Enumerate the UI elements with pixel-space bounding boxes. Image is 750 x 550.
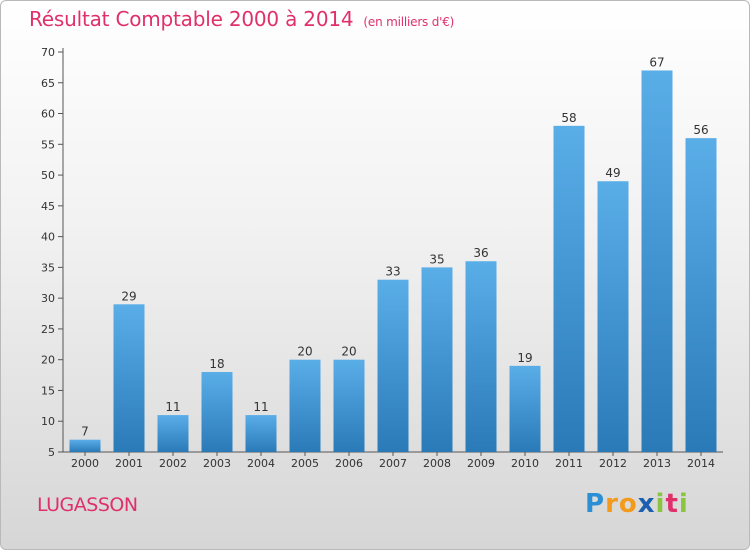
data-labels: 7 29 11 18 11 20 20 33 35 36 19 58 49 67 56 bbox=[81, 55, 708, 438]
x-tick-label: 2010 bbox=[511, 457, 539, 470]
bar bbox=[333, 359, 365, 452]
x-tick-label: 2005 bbox=[291, 457, 319, 470]
x-tick-label: 2008 bbox=[423, 457, 451, 470]
bar-value-label: 33 bbox=[385, 265, 400, 279]
y-tick-label: 30 bbox=[41, 292, 55, 305]
x-tick-label: 2004 bbox=[247, 457, 275, 470]
bar-value-label: 18 bbox=[209, 357, 224, 371]
bar-value-label: 56 bbox=[693, 123, 708, 137]
chart-subtitle: (en milliers d'€) bbox=[363, 15, 455, 29]
bar bbox=[421, 267, 453, 452]
x-tick-label: 2009 bbox=[467, 457, 495, 470]
bar-value-label: 58 bbox=[561, 111, 576, 125]
chart-title-text: Résultat Comptable 2000 à 2014 bbox=[29, 7, 354, 31]
x-tick-label: 2001 bbox=[115, 457, 143, 470]
bar-value-label: 20 bbox=[341, 345, 356, 359]
bar bbox=[113, 304, 145, 452]
bar bbox=[465, 261, 497, 452]
bar-series bbox=[69, 70, 717, 452]
y-tick-label: 25 bbox=[41, 323, 55, 336]
y-tick-label: 60 bbox=[41, 108, 55, 121]
bar bbox=[201, 372, 233, 452]
y-tick-label: 55 bbox=[41, 138, 55, 151]
y-tick-label: 35 bbox=[41, 261, 55, 274]
bar-value-label: 11 bbox=[253, 400, 268, 414]
bar-value-label: 67 bbox=[649, 55, 664, 69]
x-axis: 2000 2001 2002 2003 2004 2005 2006 2007 2008 2009… bbox=[63, 451, 723, 470]
x-tick-label: 2007 bbox=[379, 457, 407, 470]
bar bbox=[377, 279, 409, 452]
bar bbox=[245, 415, 277, 452]
bar bbox=[509, 365, 541, 452]
y-axis: 5 10 15 20 25 30 35 40 45 50 55 60 65 70 bbox=[41, 46, 64, 459]
y-tick-label: 15 bbox=[41, 384, 55, 397]
y-tick-label: 20 bbox=[41, 354, 55, 367]
bar-value-label: 7 bbox=[81, 425, 89, 439]
bar-value-label: 11 bbox=[165, 400, 180, 414]
y-tick-label: 65 bbox=[41, 77, 55, 90]
logo-letter: P bbox=[585, 489, 606, 519]
chart-title: Résultat Comptable 2000 à 2014 (en millie… bbox=[29, 7, 454, 31]
logo-letter: i bbox=[655, 489, 666, 519]
bar bbox=[685, 138, 717, 452]
bar bbox=[641, 70, 673, 452]
y-tick-label: 50 bbox=[41, 169, 55, 182]
bar-value-label: 49 bbox=[605, 166, 620, 180]
bar bbox=[597, 181, 629, 452]
x-tick-label: 2002 bbox=[159, 457, 187, 470]
x-tick-label: 2012 bbox=[599, 457, 627, 470]
x-tick-label: 2011 bbox=[555, 457, 583, 470]
x-tick-label: 2000 bbox=[71, 457, 99, 470]
y-tick-label: 45 bbox=[41, 200, 55, 213]
proxiti-logo: Proxiti bbox=[585, 489, 689, 519]
bar-value-label: 20 bbox=[297, 345, 312, 359]
bar bbox=[553, 125, 585, 452]
y-tick-label: 40 bbox=[41, 231, 55, 244]
x-tick-label: 2006 bbox=[335, 457, 363, 470]
bar bbox=[157, 415, 189, 452]
bar bbox=[69, 439, 101, 452]
x-tick-label: 2013 bbox=[643, 457, 671, 470]
bar-value-label: 36 bbox=[473, 246, 488, 260]
bar-value-label: 19 bbox=[517, 351, 532, 365]
y-tick-label: 5 bbox=[48, 446, 55, 459]
bar bbox=[289, 359, 321, 452]
logo-letter: t bbox=[665, 489, 679, 519]
logo-letter: o bbox=[618, 489, 638, 519]
bar-value-label: 29 bbox=[121, 289, 136, 303]
logo-letter: i bbox=[678, 489, 689, 519]
y-tick-label: 70 bbox=[41, 46, 55, 59]
logo-letter: x bbox=[637, 489, 656, 519]
commune-name: LUGASSON bbox=[37, 494, 138, 516]
logo-letter: r bbox=[605, 489, 619, 519]
bar-value-label: 35 bbox=[429, 252, 444, 266]
y-tick-label: 10 bbox=[41, 415, 55, 428]
x-tick-label: 2014 bbox=[687, 457, 715, 470]
x-tick-label: 2003 bbox=[203, 457, 231, 470]
